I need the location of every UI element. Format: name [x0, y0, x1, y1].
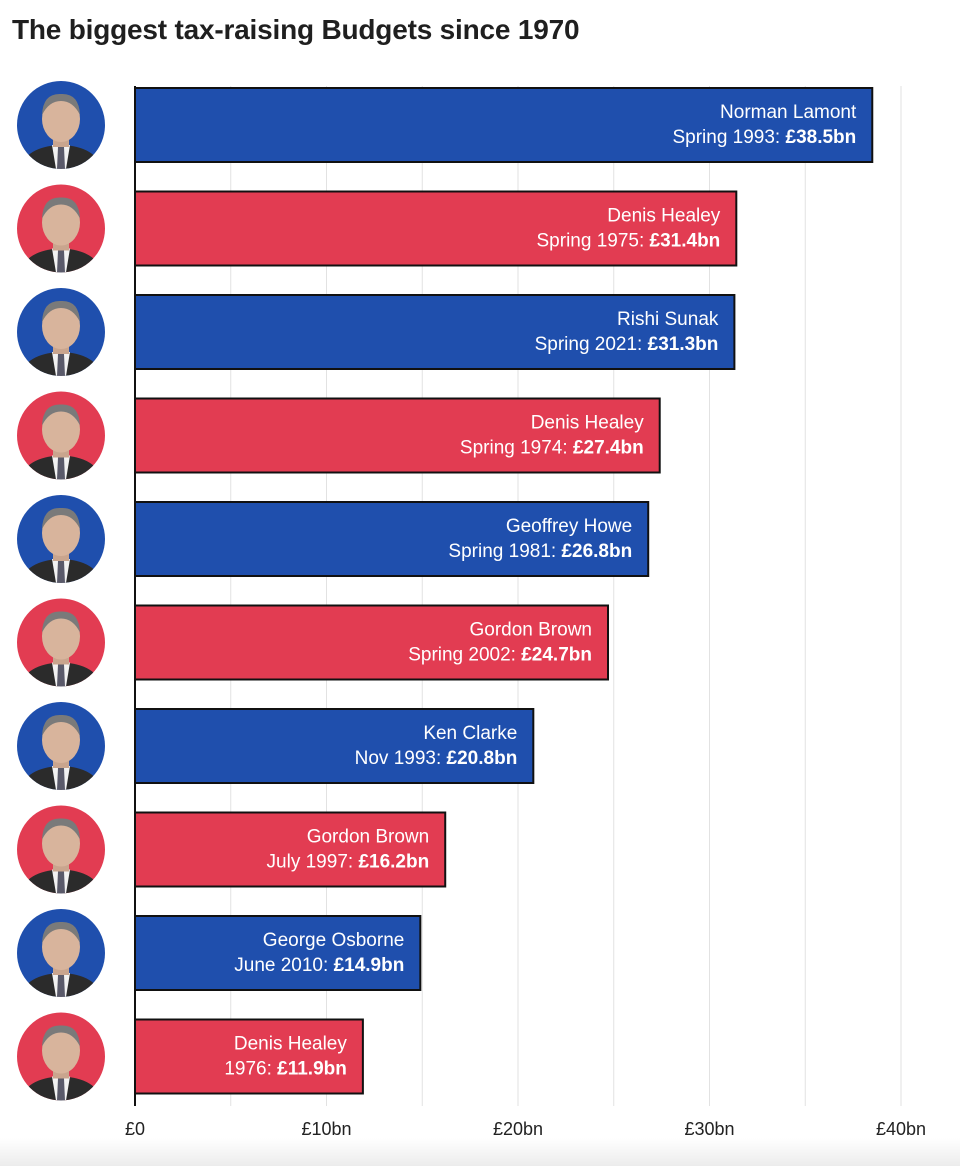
bar-value-label: Spring 1981: £26.8bn [448, 541, 632, 562]
bar-name-label: Norman Lamont [720, 102, 857, 123]
bar [134, 915, 422, 991]
avatar [17, 805, 105, 894]
bar-name-label: Rishi Sunak [617, 309, 719, 330]
bar-value-label: 1976: £11.9bn [224, 1059, 347, 1080]
bar-value-label: Spring 1975: £31.4bn [537, 231, 721, 252]
bar-value-label: Spring 1974: £27.4bn [460, 438, 644, 459]
bar-value-label: June 2010: £14.9bn [234, 955, 404, 976]
avatar [17, 391, 105, 480]
portraits [17, 81, 105, 1101]
bar-value-label: Spring 1993: £38.5bn [672, 127, 856, 148]
bar [134, 294, 736, 370]
bar-name-label: Gordon Brown [307, 827, 430, 848]
chart-title: The biggest tax-raising Budgets since 19… [12, 14, 580, 45]
bar-name-label: George Osborne [263, 930, 405, 951]
bar [134, 811, 447, 888]
bars: Norman Lamont Spring 1993: £38.5bn Denis H… [134, 87, 874, 1095]
bar-value-label: Spring 2021: £31.3bn [535, 334, 719, 355]
bar-value-label: Nov 1993: £20.8bn [355, 748, 518, 769]
avatar [17, 81, 105, 169]
x-tick-label: £30bn [684, 1119, 734, 1139]
bar-name-label: Geoffrey Howe [506, 516, 632, 537]
bottom-fade [0, 1138, 960, 1166]
bar [134, 1018, 364, 1095]
x-axis: £0 £10bn £20bn £30bn £40bn [125, 86, 926, 1139]
x-tick-label: £20bn [493, 1119, 543, 1139]
bar [134, 501, 650, 577]
bar-name-label: Gordon Brown [469, 620, 592, 641]
bar-name-label: Denis Healey [607, 206, 720, 227]
bar-name-label: Denis Healey [234, 1034, 347, 1055]
avatar [17, 288, 105, 376]
avatar [17, 1012, 105, 1101]
avatar [17, 184, 105, 273]
bar [134, 190, 738, 267]
x-tick-label: £10bn [301, 1119, 351, 1139]
x-tick-label: £0 [125, 1119, 145, 1139]
avatar [17, 909, 105, 997]
bar-value-label: Spring 2002: £24.7bn [408, 645, 592, 666]
bar [134, 87, 874, 163]
bar [134, 604, 610, 681]
bar-value-label: July 1997: £16.2bn [267, 852, 430, 873]
avatar [17, 598, 105, 687]
bar-name-label: Denis Healey [531, 413, 644, 434]
bar [134, 397, 661, 474]
bar-name-label: Ken Clarke [423, 723, 517, 744]
bar [134, 708, 535, 784]
avatar [17, 702, 105, 790]
avatar [17, 495, 105, 583]
x-tick-label: £40bn [876, 1119, 926, 1139]
